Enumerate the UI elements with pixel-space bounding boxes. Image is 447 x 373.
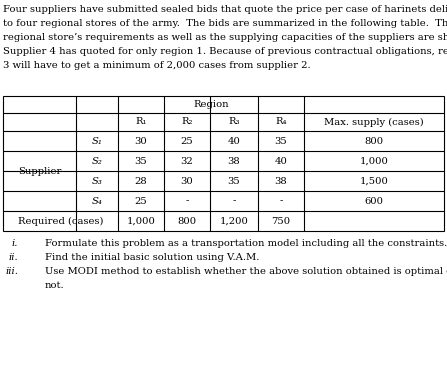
Text: Required (cases): Required (cases) — [18, 216, 103, 226]
Text: 35: 35 — [135, 157, 148, 166]
Text: 800: 800 — [364, 137, 384, 145]
Text: Formulate this problem as a transportation model including all the constraints.: Formulate this problem as a transportati… — [45, 239, 447, 248]
Text: 28: 28 — [135, 176, 148, 185]
Text: Supplier 4 has quoted for only region 1. Because of previous contractual obligat: Supplier 4 has quoted for only region 1.… — [3, 47, 447, 56]
Text: 30: 30 — [135, 137, 148, 145]
Text: S₂: S₂ — [92, 157, 102, 166]
Text: S₄: S₄ — [92, 197, 102, 206]
Text: ii.: ii. — [8, 253, 18, 262]
Text: Max. supply (cases): Max. supply (cases) — [324, 117, 424, 126]
Text: 1,500: 1,500 — [359, 176, 388, 185]
Text: 32: 32 — [181, 157, 194, 166]
Text: R₁: R₁ — [135, 117, 147, 126]
Text: Four suppliers have submitted sealed bids that quote the price per case of harin: Four suppliers have submitted sealed bid… — [3, 5, 447, 14]
Text: Find the initial basic solution using V.A.M.: Find the initial basic solution using V.… — [45, 253, 259, 262]
Text: 40: 40 — [228, 137, 240, 145]
Text: 600: 600 — [364, 197, 384, 206]
Text: R₂: R₂ — [181, 117, 193, 126]
Text: R₃: R₃ — [228, 117, 240, 126]
Text: 750: 750 — [271, 216, 291, 226]
Text: not.: not. — [45, 281, 65, 290]
Text: S₃: S₃ — [92, 176, 102, 185]
Text: -: - — [186, 197, 189, 206]
Text: Use MODI method to establish whether the above solution obtained is optimal or: Use MODI method to establish whether the… — [45, 267, 447, 276]
Text: 38: 38 — [228, 157, 240, 166]
Text: 38: 38 — [274, 176, 287, 185]
Text: 25: 25 — [181, 137, 194, 145]
Text: 1,200: 1,200 — [219, 216, 249, 226]
Text: Region: Region — [193, 100, 229, 109]
Text: 30: 30 — [181, 176, 194, 185]
Text: 25: 25 — [135, 197, 148, 206]
Bar — [3, 96, 444, 231]
Text: S₁: S₁ — [92, 137, 102, 145]
Text: 3 will have to get a minimum of 2,000 cases from supplier 2.: 3 will have to get a minimum of 2,000 ca… — [3, 61, 311, 70]
Text: to four regional stores of the army.  The bids are summarized in the following t: to four regional stores of the army. The… — [3, 19, 447, 28]
Text: 1,000: 1,000 — [127, 216, 156, 226]
Text: 1,000: 1,000 — [359, 157, 388, 166]
Text: i.: i. — [12, 239, 18, 248]
Text: -: - — [279, 197, 283, 206]
Text: 800: 800 — [177, 216, 197, 226]
Text: iii.: iii. — [5, 267, 18, 276]
Text: Supplier: Supplier — [18, 166, 61, 176]
Text: regional store’s requirements as well as the supplying capacities of the supplie: regional store’s requirements as well as… — [3, 33, 447, 42]
Text: 35: 35 — [274, 137, 287, 145]
Text: R₄: R₄ — [275, 117, 287, 126]
Text: 40: 40 — [274, 157, 287, 166]
Text: 35: 35 — [228, 176, 240, 185]
Text: -: - — [232, 197, 236, 206]
